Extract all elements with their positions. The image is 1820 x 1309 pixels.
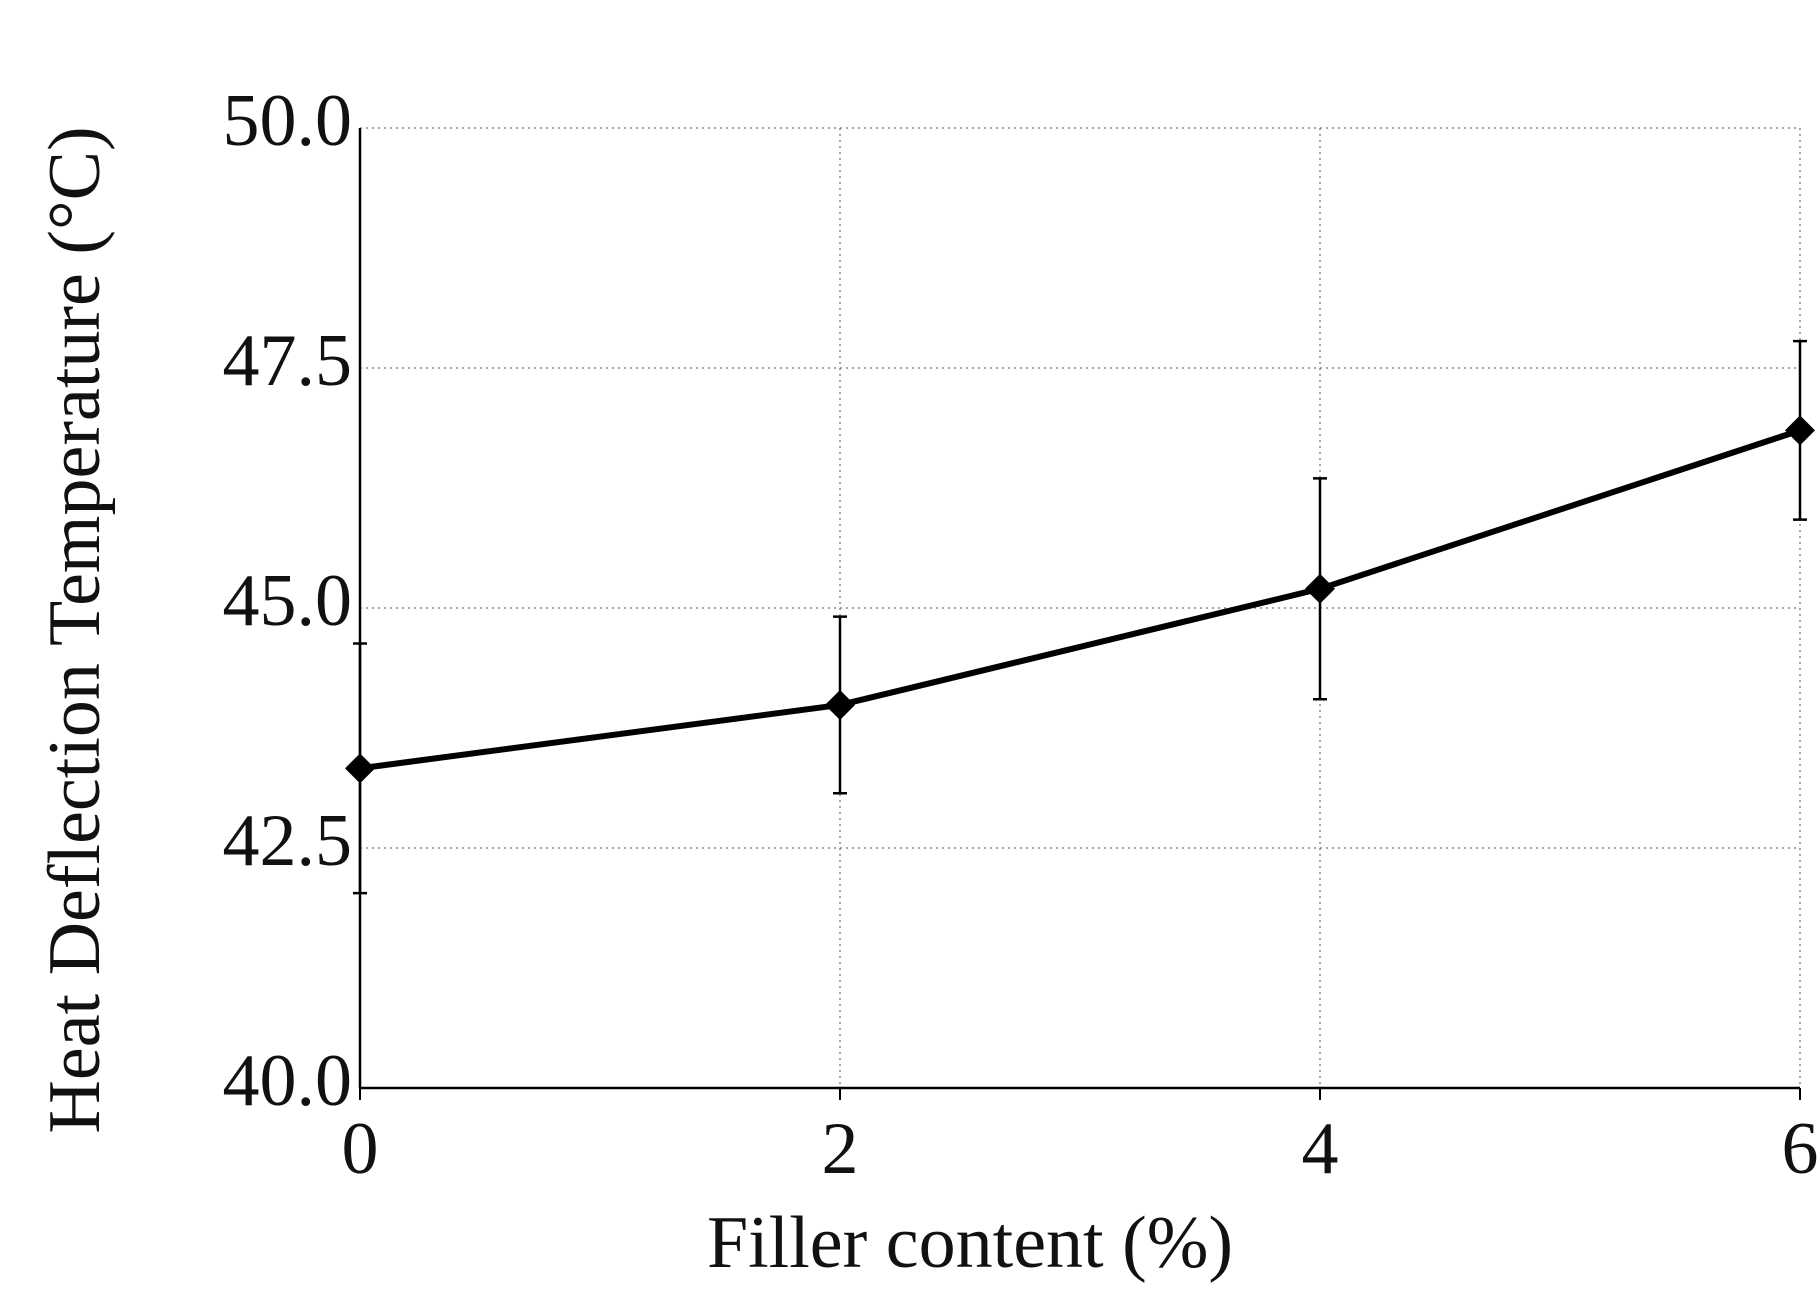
series-line [359, 427, 1801, 772]
y-tick-label: 47.5 [223, 320, 353, 402]
x-axis-title: Filler content (%) [707, 1202, 1233, 1284]
marker [1305, 573, 1335, 604]
y-tick-label: 45.0 [223, 560, 353, 642]
x-tick-label: 0 [342, 1108, 379, 1190]
y-tick-label: 42.5 [223, 800, 353, 882]
marker [825, 689, 855, 720]
x-tick-label: 2 [822, 1108, 859, 1190]
x-tick-label: 4 [1302, 1108, 1339, 1190]
y-tick-label: 40.0 [223, 1040, 353, 1122]
marker [345, 753, 375, 784]
y-axis-title: Heat Deflection Temperature (°C) [34, 126, 116, 1133]
x-tick-label: 6 [1782, 1108, 1819, 1190]
y-tick-label: 50.0 [223, 80, 353, 162]
marker [1785, 415, 1815, 446]
